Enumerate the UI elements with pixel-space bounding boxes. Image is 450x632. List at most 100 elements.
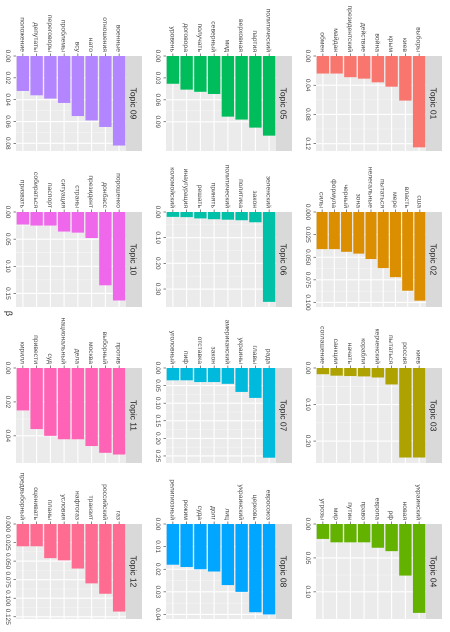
panel-strip xyxy=(426,56,442,151)
category-label: киев xyxy=(401,38,408,53)
panel-7: Topic 07 рада главы украины американский зако… xyxy=(154,320,292,463)
category-label: нато xyxy=(87,38,94,52)
panel-strip xyxy=(126,368,142,463)
category-label: президент xyxy=(87,175,94,208)
category-label: суд xyxy=(46,353,53,364)
bar xyxy=(414,212,426,301)
value-tick-label: 0.01 xyxy=(154,540,161,553)
category-label: российский xyxy=(101,484,109,520)
category-label: украины xyxy=(237,338,244,364)
bar xyxy=(389,212,401,278)
bar xyxy=(377,212,389,269)
category-label: паспорт xyxy=(46,183,53,208)
bar xyxy=(30,368,43,430)
value-tick-label: 0.08 xyxy=(304,108,311,121)
bar xyxy=(249,368,262,398)
bar xyxy=(207,56,221,94)
value-tick-label: 0.03 xyxy=(154,72,161,85)
value-tick-label: 0.00 xyxy=(154,518,161,531)
category-label: европа xyxy=(373,498,380,521)
category-label: отношения xyxy=(101,17,108,52)
panel-title: Topic 02 xyxy=(429,244,439,276)
bar xyxy=(341,212,353,252)
category-label: транзит xyxy=(87,496,94,520)
bar xyxy=(412,368,426,458)
value-tick-label: 0.10 xyxy=(304,398,311,411)
bar xyxy=(30,524,43,547)
panel-title: Topic 07 xyxy=(279,400,289,432)
category-label: формула xyxy=(330,179,337,208)
category-label: коломойский xyxy=(168,167,176,208)
bar xyxy=(402,212,414,291)
value-tick-label: 0.00 xyxy=(304,518,311,531)
category-label: газ xyxy=(115,511,122,520)
value-tick-label: 0.00 xyxy=(4,206,11,219)
panel-background xyxy=(316,56,426,151)
category-label: получать xyxy=(196,23,203,52)
value-tick-label: 0.00 xyxy=(4,50,11,63)
value-tick-label: 0.075 xyxy=(4,572,11,589)
bar xyxy=(112,56,126,146)
bar xyxy=(71,56,85,117)
bar xyxy=(344,56,357,78)
bar xyxy=(57,368,71,440)
category-label: рада xyxy=(265,349,272,365)
bar xyxy=(57,56,71,103)
value-tick-label: 0.00 xyxy=(4,362,11,375)
category-label: нелегальные xyxy=(367,167,374,208)
value-tick-label: 0.09 xyxy=(154,115,161,128)
bar xyxy=(353,212,365,254)
bar xyxy=(316,368,330,375)
value-tick-label: 0.10 xyxy=(4,260,11,273)
panel-background xyxy=(16,56,126,151)
bar xyxy=(262,212,276,302)
bar xyxy=(316,212,328,250)
category-label: керченский xyxy=(373,328,381,364)
value-tick-label: 0.04 xyxy=(154,608,161,621)
bar xyxy=(371,368,385,378)
bar xyxy=(16,368,30,411)
category-label: пиф xyxy=(182,351,189,364)
bar xyxy=(330,56,343,74)
category-label: привести xyxy=(32,335,39,364)
category-label: новая xyxy=(401,501,408,520)
value-tick-label: 0.050 xyxy=(4,553,11,570)
panel-background xyxy=(316,368,426,463)
panel-strip xyxy=(426,368,442,463)
category-label: зона xyxy=(354,194,361,209)
bar xyxy=(330,368,343,376)
panel-title: Topic 12 xyxy=(129,556,139,588)
bar xyxy=(99,524,112,594)
bar xyxy=(235,524,248,592)
panel-strip xyxy=(276,368,292,463)
category-label: лиц xyxy=(223,508,230,520)
category-label: принять xyxy=(210,183,217,209)
value-tick-label: 0.04 xyxy=(4,430,11,443)
bar xyxy=(249,56,262,128)
bar xyxy=(399,56,412,101)
value-tick-label: 0.10 xyxy=(154,397,161,410)
bar xyxy=(235,56,248,120)
bar xyxy=(316,524,330,539)
bar xyxy=(328,212,340,250)
bar xyxy=(194,368,207,383)
bar xyxy=(85,56,98,121)
value-tick-label: 0.02 xyxy=(4,396,11,409)
panel-background xyxy=(166,212,276,307)
category-label: евросоюз xyxy=(265,490,272,520)
bar xyxy=(221,524,235,586)
category-label: решать xyxy=(196,185,203,209)
value-tick-label: 0.04 xyxy=(304,79,311,92)
bar xyxy=(235,368,248,392)
value-tick-label: 0.025 xyxy=(4,534,11,551)
value-tick-label: 0.08 xyxy=(4,137,11,150)
category-label: сша xyxy=(415,195,422,208)
value-tick-label: 0.025 xyxy=(304,226,311,243)
panel-title: Topic 01 xyxy=(429,88,439,120)
bar xyxy=(166,212,180,217)
category-label: рф xyxy=(387,511,394,521)
bar xyxy=(399,368,412,458)
panel-background xyxy=(166,524,276,619)
